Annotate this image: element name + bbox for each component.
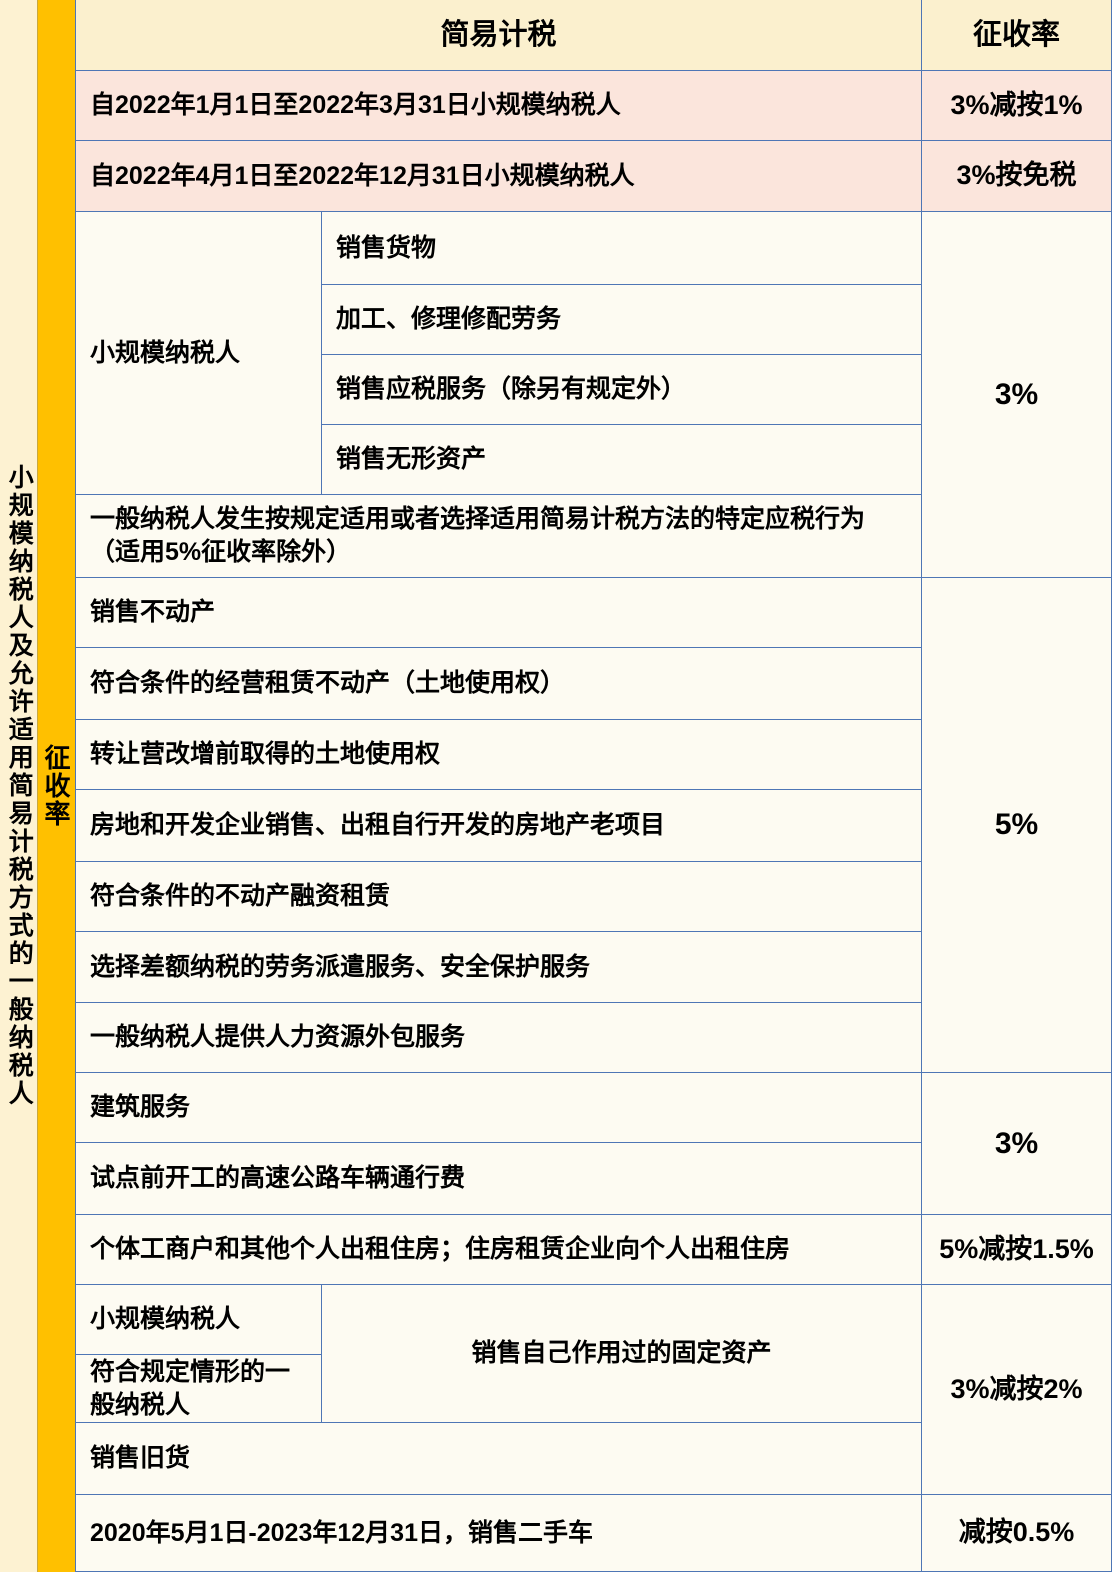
category-band: 小规模纳税人及允许适用简易计税方式的一般纳税人 [0,0,38,1572]
group-5pct-item-5: 选择差额纳税的劳务派遣服务、安全保护服务 [76,932,922,1003]
group-5pct-item-6: 一般纳税人提供人力资源外包服务 [76,1003,922,1073]
row-2022-rest-item: 自2022年4月1日至2022年12月31日小规模纳税人 [76,141,922,212]
group-5pct-item-1: 符合条件的经营租赁不动产（土地使用权） [76,648,922,720]
group-3pct-a-general-taxpayer-row: 一般纳税人发生按规定适用或者选择适用简易计税方法的特定应税行为（适用5%征收率除… [76,495,922,578]
group-5pct-item-2: 转让营改增前取得的土地使用权 [76,720,922,790]
used-car-item: 2020年5月1日-2023年12月31日，销售二手车 [76,1495,922,1572]
group-3pct-a-item-0: 销售货物 [322,212,922,285]
group-5pct-item-3: 房地和开发企业销售、出租自行开发的房地产老项目 [76,790,922,862]
group-5pct-item-4: 符合条件的不动产融资租赁 [76,862,922,932]
housing-rental-item: 个体工商户和其他个人出租住房；住房租赁企业向个人出租住房 [76,1215,922,1285]
header-item-column: 简易计税 [76,0,922,71]
group-3pct-a-rate: 3% [922,212,1112,578]
rate-band: 征收率 [38,0,76,1572]
fixed-assets-activity: 销售自己作用过的固定资产 [322,1285,922,1423]
housing-rental-rate: 5%减按1.5% [922,1215,1112,1285]
group-3pct-a-label: 小规模纳税人 [76,212,322,495]
group-3pct-a-item-1: 加工、修理修配劳务 [322,285,922,355]
row-2022-rest-rate: 3%按免税 [922,141,1112,212]
fixed-assets-used-goods: 销售旧货 [76,1423,922,1495]
group-5pct-rate: 5% [922,578,1112,1073]
fixed-assets-subject-1: 符合规定情形的一般纳税人 [76,1355,322,1423]
row-2022-q1-item: 自2022年1月1日至2022年3月31日小规模纳税人 [76,71,922,141]
group-3pct-a-item-3: 销售无形资产 [322,425,922,495]
header-rate-column: 征收率 [922,0,1112,71]
rate-band-label: 征收率 [41,744,71,828]
group-3pct-b-rate: 3% [922,1073,1112,1215]
group-5pct-item-0: 销售不动产 [76,578,922,648]
group-3pct-b-item-0: 建筑服务 [76,1073,922,1143]
category-band-label: 小规模纳税人及允许适用简易计税方式的一般纳税人 [5,464,34,1108]
group-3pct-a-item-2: 销售应税服务（除另有规定外） [322,355,922,425]
fixed-assets-subject-0: 小规模纳税人 [76,1285,322,1355]
used-car-rate: 减按0.5% [922,1495,1112,1572]
group-3pct-b-item-1: 试点前开工的高速公路车辆通行费 [76,1143,922,1215]
row-2022-q1-rate: 3%减按1% [922,71,1112,141]
fixed-assets-rate: 3%减按2% [922,1285,1112,1495]
